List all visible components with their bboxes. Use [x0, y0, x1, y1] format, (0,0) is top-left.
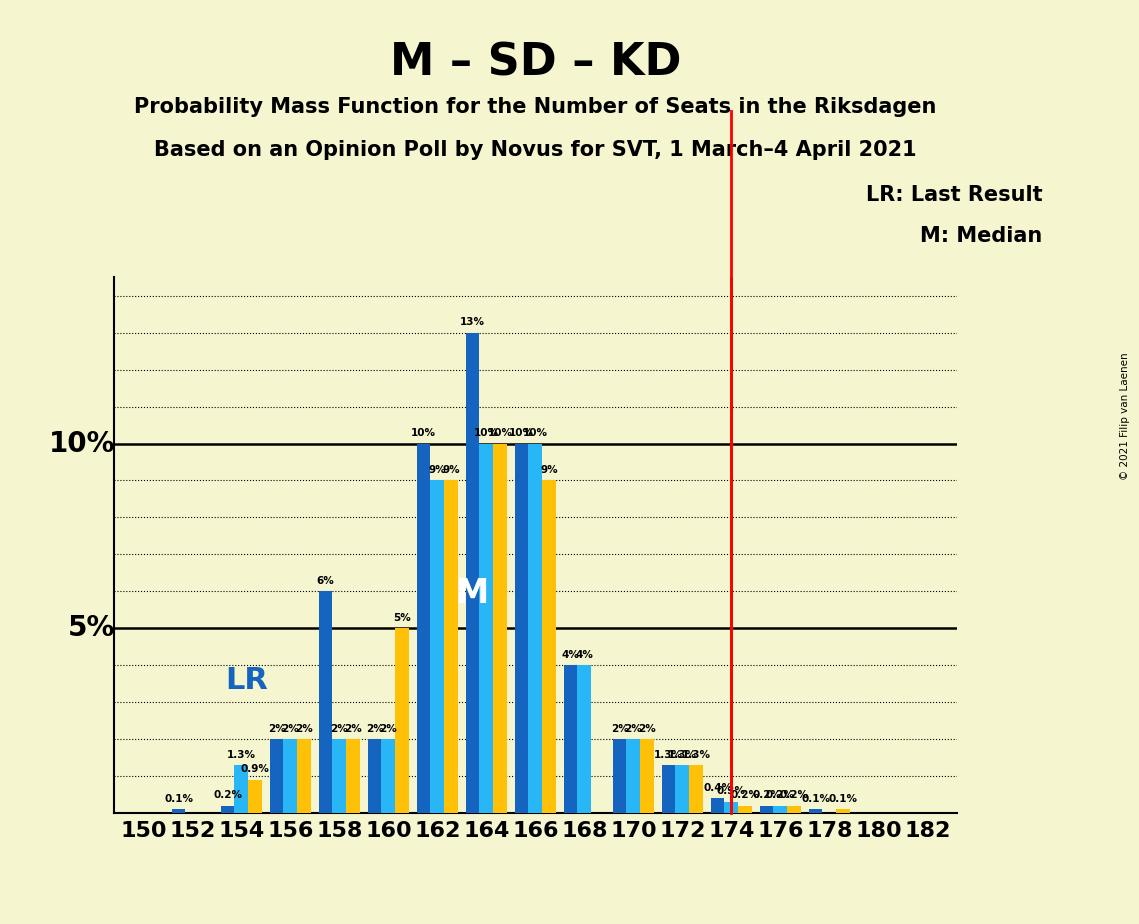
Text: 2%: 2%	[330, 723, 349, 734]
Text: 10%: 10%	[411, 428, 436, 438]
Text: 10%: 10%	[523, 428, 548, 438]
Text: 10%: 10%	[509, 428, 534, 438]
Text: 2%: 2%	[366, 723, 384, 734]
Text: 2%: 2%	[281, 723, 300, 734]
Text: M – SD – KD: M – SD – KD	[390, 42, 681, 85]
Bar	[346, 739, 360, 813]
Bar	[493, 444, 507, 813]
Bar	[382, 739, 395, 813]
Bar	[480, 444, 493, 813]
Text: 2%: 2%	[611, 723, 629, 734]
Bar	[297, 739, 311, 813]
Text: 9%: 9%	[428, 465, 446, 475]
Bar	[235, 765, 248, 813]
Text: 2%: 2%	[268, 723, 286, 734]
Bar	[542, 480, 556, 813]
Text: 10%: 10%	[49, 430, 115, 457]
Text: 9%: 9%	[442, 465, 460, 475]
Bar	[675, 765, 689, 813]
Bar	[270, 739, 284, 813]
Text: 10%: 10%	[487, 428, 513, 438]
Text: 10%: 10%	[474, 428, 499, 438]
Bar	[248, 780, 262, 813]
Bar	[760, 806, 773, 813]
Bar	[724, 802, 738, 813]
Text: 0.1%: 0.1%	[828, 794, 858, 804]
Bar	[221, 806, 235, 813]
Text: 0.1%: 0.1%	[801, 794, 830, 804]
Text: LR: LR	[224, 666, 268, 695]
Text: 5%: 5%	[67, 614, 115, 642]
Text: 0.4%: 0.4%	[703, 783, 732, 793]
Text: Based on an Opinion Poll by Novus for SVT, 1 March–4 April 2021: Based on an Opinion Poll by Novus for SV…	[154, 140, 917, 161]
Text: 1.3%: 1.3%	[681, 749, 711, 760]
Bar	[528, 444, 542, 813]
Bar	[787, 806, 801, 813]
Text: 0.2%: 0.2%	[752, 790, 781, 800]
Bar	[738, 806, 752, 813]
Text: 6%: 6%	[317, 576, 335, 586]
Text: 4%: 4%	[575, 650, 593, 660]
Bar	[395, 628, 409, 813]
Bar	[172, 809, 186, 813]
Bar	[368, 739, 382, 813]
Bar	[444, 480, 458, 813]
Text: Probability Mass Function for the Number of Seats in the Riksdagen: Probability Mass Function for the Number…	[134, 97, 936, 117]
Text: M: M	[456, 577, 490, 610]
Text: 9%: 9%	[540, 465, 558, 475]
Bar	[640, 739, 654, 813]
Bar	[662, 765, 675, 813]
Bar	[711, 798, 724, 813]
Bar	[809, 809, 822, 813]
Text: 0.9%: 0.9%	[240, 764, 270, 774]
Text: 4%: 4%	[562, 650, 580, 660]
Bar	[333, 739, 346, 813]
Text: 0.3%: 0.3%	[716, 786, 746, 796]
Bar	[319, 591, 333, 813]
Text: M: Median: M: Median	[920, 226, 1042, 247]
Bar	[431, 480, 444, 813]
Bar	[515, 444, 528, 813]
Text: 2%: 2%	[344, 723, 362, 734]
Bar	[577, 665, 591, 813]
Text: 2%: 2%	[638, 723, 656, 734]
Bar	[466, 333, 480, 813]
Text: 1.3%: 1.3%	[227, 749, 256, 760]
Text: 0.2%: 0.2%	[779, 790, 809, 800]
Text: 1.3%: 1.3%	[654, 749, 683, 760]
Text: 2%: 2%	[379, 723, 398, 734]
Bar	[613, 739, 626, 813]
Bar	[773, 806, 787, 813]
Text: © 2021 Filip van Laenen: © 2021 Filip van Laenen	[1120, 352, 1130, 480]
Text: LR: Last Result: LR: Last Result	[866, 185, 1042, 205]
Bar	[836, 809, 850, 813]
Bar	[284, 739, 297, 813]
Text: 5%: 5%	[393, 613, 411, 623]
Text: 2%: 2%	[624, 723, 642, 734]
Text: 0.1%: 0.1%	[164, 794, 194, 804]
Text: 0.2%: 0.2%	[730, 790, 760, 800]
Text: 0.2%: 0.2%	[765, 790, 795, 800]
Bar	[417, 444, 431, 813]
Bar	[564, 665, 577, 813]
Text: 13%: 13%	[460, 317, 485, 327]
Text: 0.2%: 0.2%	[213, 790, 243, 800]
Text: 1.3%: 1.3%	[667, 749, 697, 760]
Bar	[626, 739, 640, 813]
Bar	[689, 765, 703, 813]
Text: 2%: 2%	[295, 723, 313, 734]
